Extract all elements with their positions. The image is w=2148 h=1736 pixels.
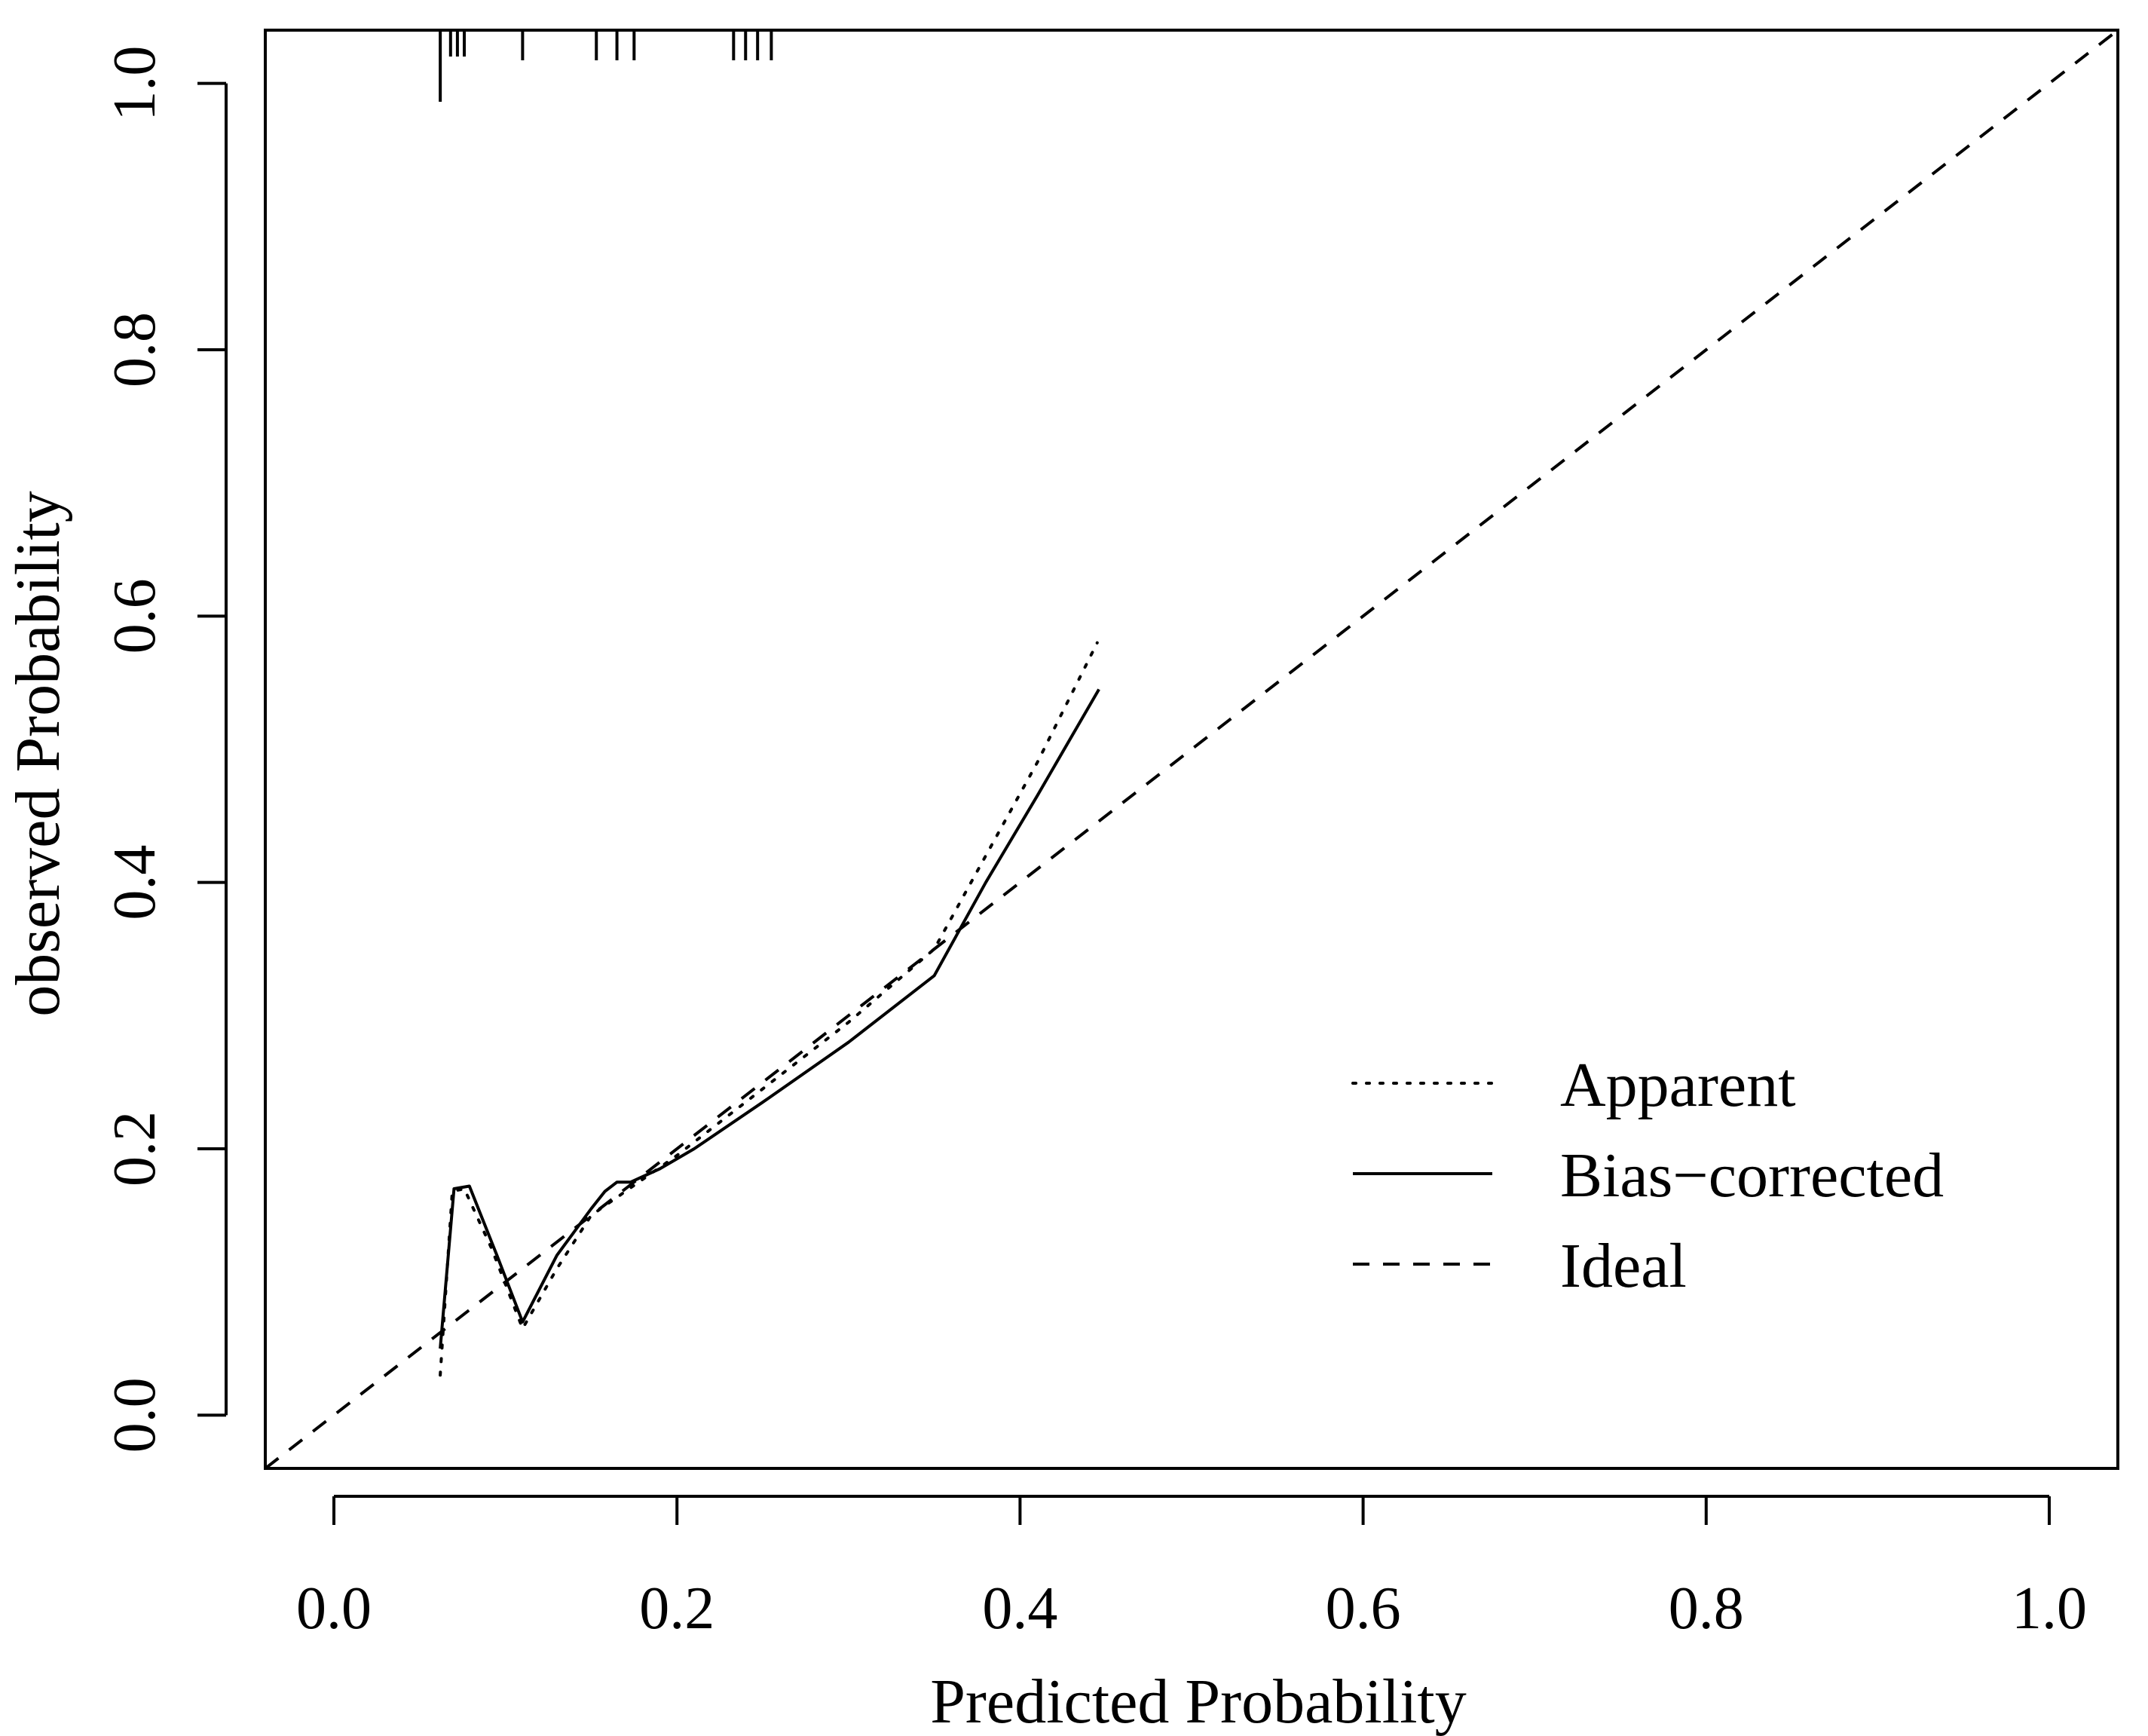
x-tick-label: 1.0 <box>2012 1575 2087 1642</box>
y-tick-label: 0.4 <box>102 845 168 920</box>
legend-label: Bias−corrected <box>1560 1140 1944 1211</box>
x-axis-title: Predicted Probability <box>930 1667 1467 1736</box>
x-axis: 0.0 0.2 0.4 0.6 0.8 1.0 <box>296 1495 2087 1642</box>
y-tick-label: 0.8 <box>102 312 168 387</box>
y-axis: 0.0 0.2 0.4 0.6 0.8 1.0 <box>102 46 228 1453</box>
series-line-dotted <box>439 641 1099 1377</box>
y-tick-label: 0.6 <box>102 578 168 654</box>
legend: Apparent Bias−corrected Ideal <box>1351 1050 1944 1301</box>
y-axis-title: observed Probability <box>3 491 73 1017</box>
x-tick-label: 0.8 <box>1669 1575 1744 1642</box>
legend-label: Ideal <box>1560 1231 1687 1301</box>
y-tick-label: 0.0 <box>102 1377 168 1453</box>
plot-frame <box>264 29 2119 1470</box>
series-line-solid <box>439 688 1100 1349</box>
series-layer <box>265 30 2118 1468</box>
legend-label: Apparent <box>1560 1050 1796 1120</box>
x-tick-label: 0.2 <box>639 1575 714 1642</box>
x-tick-label: 0.0 <box>296 1575 372 1642</box>
rug-layer <box>439 30 773 102</box>
x-tick-label: 0.6 <box>1326 1575 1401 1642</box>
y-tick-label: 1.0 <box>102 46 168 121</box>
y-tick-label: 0.2 <box>102 1111 168 1186</box>
x-tick-label: 0.4 <box>982 1575 1057 1642</box>
